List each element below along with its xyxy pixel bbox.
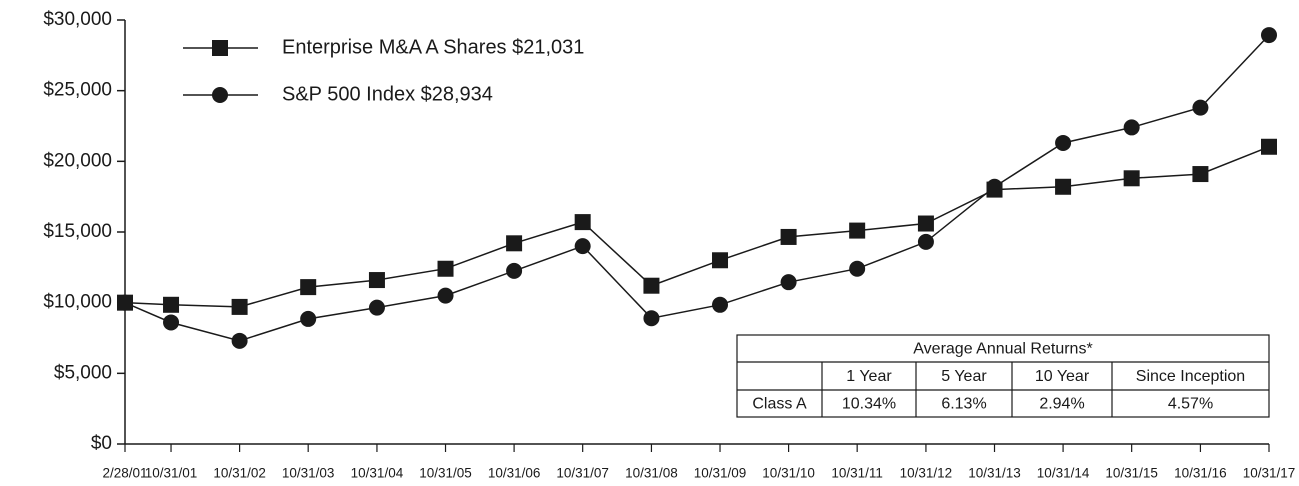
table-cell: 4.57% [1168,396,1213,413]
table-frame [736,334,1270,418]
point [712,296,729,313]
point [1055,178,1072,195]
x-tick-label: 10/31/05 [419,466,472,481]
point [1123,119,1140,136]
point [368,299,385,316]
point [643,310,660,327]
point [849,222,866,239]
point [300,279,317,296]
point [231,332,248,349]
point [780,274,797,291]
table-cell: 2.94% [1039,396,1084,413]
point [1055,134,1072,151]
x-tick-label: 10/31/13 [968,466,1021,481]
point [368,272,385,289]
x-tick-label: 10/31/16 [1174,466,1227,481]
x-tick-label: 10/31/12 [900,466,953,481]
point [163,296,180,313]
x-tick-label: 10/31/04 [351,466,404,481]
x-tick-label: 10/31/10 [762,466,815,481]
legend-label: S&P 500 Index $28,934 [282,83,493,105]
legend-label: Enterprise M&A A Shares $21,031 [282,36,584,58]
table-cell: 10.34% [842,396,896,413]
y-tick-label: $10,000 [43,292,112,313]
point [506,235,523,252]
table-header: 10 Year [1035,368,1090,385]
y-tick-label: $15,000 [43,221,112,242]
x-tick-label: 10/31/01 [145,466,198,481]
point [231,298,248,315]
x-tick-label: 10/31/17 [1243,466,1296,481]
point [574,238,591,255]
x-tick-label: 10/31/14 [1037,466,1090,481]
y-tick-label: $20,000 [43,150,112,171]
x-tick-label: 10/31/03 [282,466,335,481]
point [300,310,317,327]
point [712,252,729,269]
point [643,277,660,294]
point [437,287,454,304]
series-line [124,146,1270,308]
y-tick-label: $25,000 [43,80,112,101]
x-tick-label: 10/31/08 [625,466,678,481]
point [437,260,454,277]
y-tick-label: $0 [91,433,112,454]
table-cell: Class A [752,396,807,413]
x-tick-label: 10/31/09 [694,466,747,481]
x-tick-label: 10/31/06 [488,466,541,481]
legend-marker [212,40,228,56]
y-tick-label: $30,000 [43,9,112,30]
point [117,294,133,311]
point [1192,99,1209,116]
point [1192,166,1209,183]
point [1123,170,1140,187]
table-header: Since Inception [1136,368,1245,385]
point [574,214,591,231]
point [780,228,797,245]
table-title: Average Annual Returns* [913,341,1092,358]
table-cell: 6.13% [941,396,986,413]
y-tick-label: $5,000 [54,362,112,383]
x-tick-label: 10/31/02 [213,466,266,481]
point [917,233,934,250]
point [849,260,866,277]
x-tick-label: 10/31/15 [1105,466,1158,481]
x-tick-label: 10/31/07 [556,466,609,481]
point [1261,27,1277,44]
legend-marker [212,87,228,103]
point [1261,138,1277,155]
series-line [124,34,1270,342]
x-tick-label: 2/28/01 [102,466,147,481]
point [163,314,180,331]
point [506,262,523,279]
table-header: 1 Year [846,368,892,385]
point [986,178,1003,195]
table-header: 5 Year [941,368,987,385]
point [917,215,934,232]
x-tick-label: 10/31/11 [831,466,883,481]
